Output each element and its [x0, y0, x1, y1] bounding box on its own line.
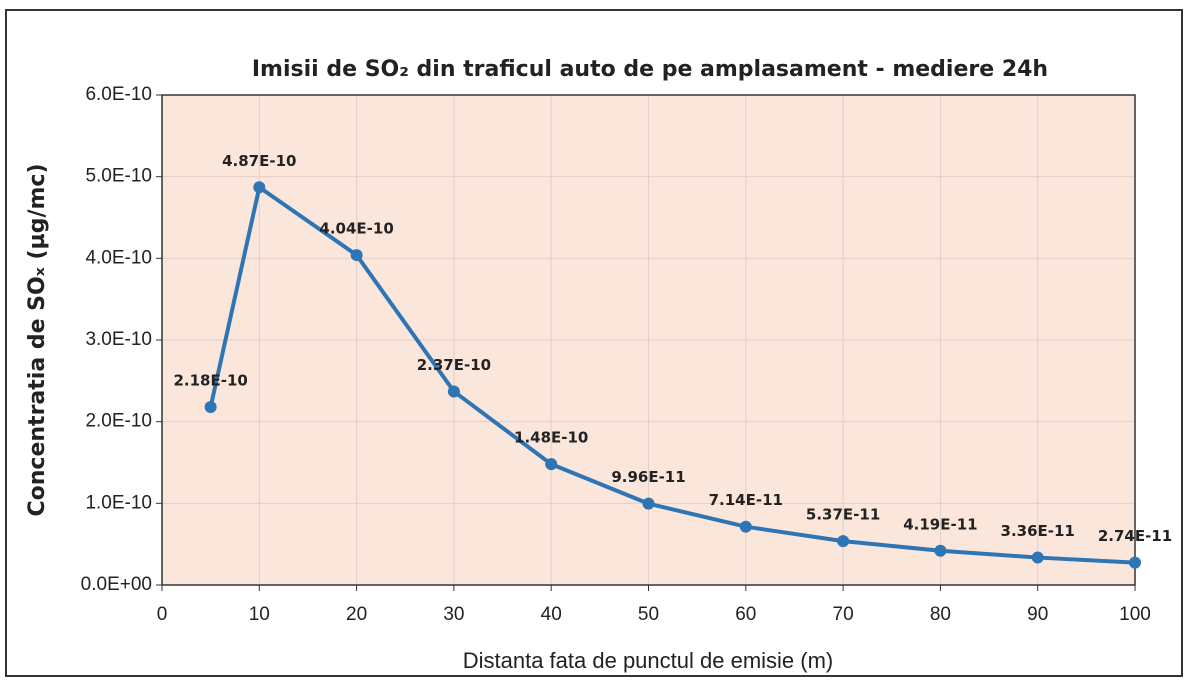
- data-point: [837, 535, 850, 548]
- plot-border: [161, 94, 1136, 586]
- data-label: 1.48E-10: [514, 429, 588, 447]
- y-tick-label: 0.0E+00: [81, 574, 152, 595]
- data-point: [447, 385, 460, 398]
- data-point: [204, 400, 217, 413]
- y-tick-label: 5.0E-10: [85, 166, 152, 187]
- y-tick-label: 6.0E-10: [85, 84, 152, 105]
- x-tick-label: 70: [833, 604, 854, 625]
- y-tick-label: 1.0E-10: [85, 492, 152, 513]
- y-tick-label: 2.0E-10: [85, 411, 152, 432]
- data-point: [253, 181, 266, 194]
- data-label: 2.37E-10: [417, 356, 491, 374]
- data-point: [642, 497, 655, 510]
- data-label: 9.96E-11: [611, 468, 685, 486]
- x-tick-label: 30: [443, 604, 464, 625]
- x-tick-label: 50: [638, 604, 659, 625]
- x-tick-label: 60: [735, 604, 756, 625]
- y-tick-label: 3.0E-10: [85, 329, 152, 350]
- data-point: [934, 544, 947, 557]
- x-tick-label: 90: [1027, 604, 1048, 625]
- x-tick-label: 40: [541, 604, 562, 625]
- data-label: 7.14E-11: [709, 491, 783, 509]
- data-label: 4.19E-11: [903, 515, 977, 533]
- data-label: 2.74E-11: [1098, 527, 1172, 545]
- y-tick-label: 4.0E-10: [85, 247, 152, 268]
- data-label: 2.18E-10: [173, 371, 247, 389]
- data-point: [1129, 556, 1141, 569]
- x-tick-label: 10: [249, 604, 270, 625]
- data-label: 3.36E-11: [1001, 522, 1075, 540]
- x-tick-label: 0: [157, 604, 168, 625]
- data-point: [739, 520, 752, 533]
- data-label: 4.87E-10: [222, 152, 296, 170]
- chart-title: Imisii de SO₂ din traficul auto de pe am…: [252, 57, 1048, 82]
- data-point: [1031, 551, 1044, 564]
- x-tick-label: 100: [1119, 604, 1151, 625]
- data-point: [350, 249, 363, 262]
- data-label: 4.04E-10: [319, 220, 393, 238]
- x-tick-label: 20: [346, 604, 367, 625]
- y-axis-label: Concentratia de SOₓ (µg/mc): [25, 164, 50, 517]
- x-tick-label: 80: [930, 604, 951, 625]
- data-label: 5.37E-11: [806, 506, 880, 524]
- data-point: [545, 458, 558, 471]
- x-axis-label: Distanta fata de punctul de emisie (m): [463, 648, 834, 673]
